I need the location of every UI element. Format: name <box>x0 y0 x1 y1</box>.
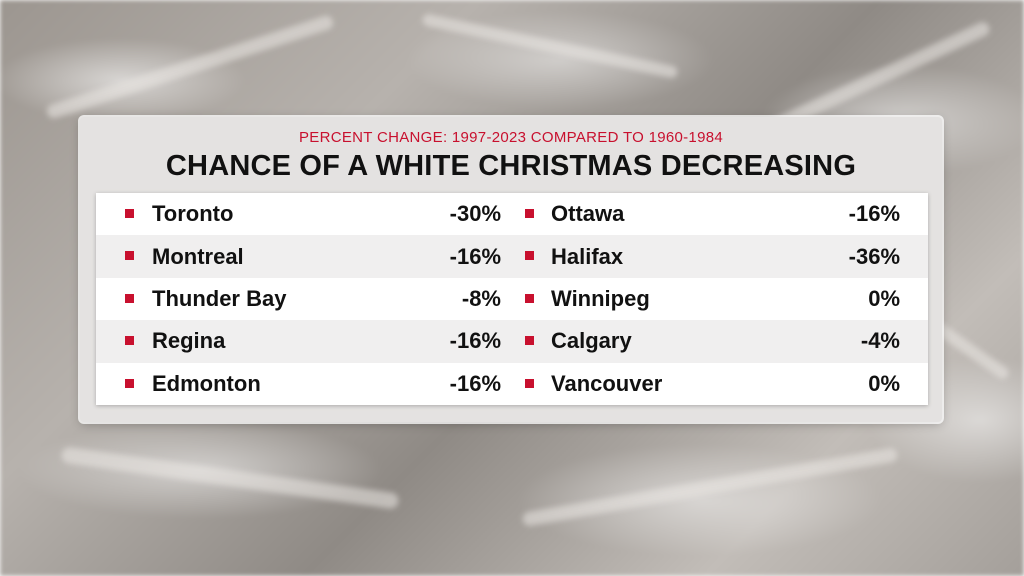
table-row: Thunder Bay -8% Winnipeg 0% <box>96 278 928 320</box>
data-table: Toronto -30% Ottawa -16% Montreal -16% H… <box>96 193 928 405</box>
bullet-icon <box>525 293 534 303</box>
percent-change: 0% <box>868 285 900 311</box>
city-name: Toronto <box>152 201 234 227</box>
percent-change: -36% <box>848 243 900 269</box>
table-row: Montreal -16% Halifax -36% <box>96 235 928 278</box>
bullet-icon <box>525 378 534 388</box>
percent-change: -16% <box>848 201 900 227</box>
percent-change: -4% <box>860 328 900 354</box>
city-name: Ottawa <box>551 201 625 227</box>
bullet-icon <box>125 378 134 388</box>
percent-change: 0% <box>868 370 900 396</box>
bullet-icon <box>125 293 134 303</box>
percent-change: -16% <box>449 243 501 269</box>
percent-change: -8% <box>461 285 501 311</box>
percent-change: -30% <box>449 201 501 227</box>
card-subtitle: PERCENT CHANGE: 1997-2023 COMPARED TO 19… <box>299 129 723 146</box>
bullet-icon <box>525 251 534 261</box>
bullet-icon <box>525 209 534 218</box>
city-name: Montreal <box>152 243 244 269</box>
table-row: Toronto -30% Ottawa -16% <box>96 193 928 235</box>
bullet-icon <box>125 209 134 218</box>
city-name: Calgary <box>551 328 632 354</box>
percent-change: -16% <box>449 370 501 396</box>
table-row: Regina -16% Calgary -4% <box>96 320 928 363</box>
city-name: Winnipeg <box>551 285 650 311</box>
table-row: Edmonton -16% Vancouver 0% <box>96 363 928 405</box>
city-name: Edmonton <box>152 370 261 396</box>
city-name: Halifax <box>551 243 624 269</box>
info-card: PERCENT CHANGE: 1997-2023 COMPARED TO 19… <box>80 117 942 422</box>
city-name: Thunder Bay <box>152 285 287 311</box>
city-name: Regina <box>152 328 226 354</box>
percent-change: -16% <box>449 328 501 354</box>
city-name: Vancouver <box>551 370 663 396</box>
bullet-icon <box>525 336 534 346</box>
bullet-icon <box>125 336 134 346</box>
card-title: CHANCE OF A WHITE CHRISTMAS DECREASING <box>165 150 857 182</box>
bullet-icon <box>125 251 134 261</box>
